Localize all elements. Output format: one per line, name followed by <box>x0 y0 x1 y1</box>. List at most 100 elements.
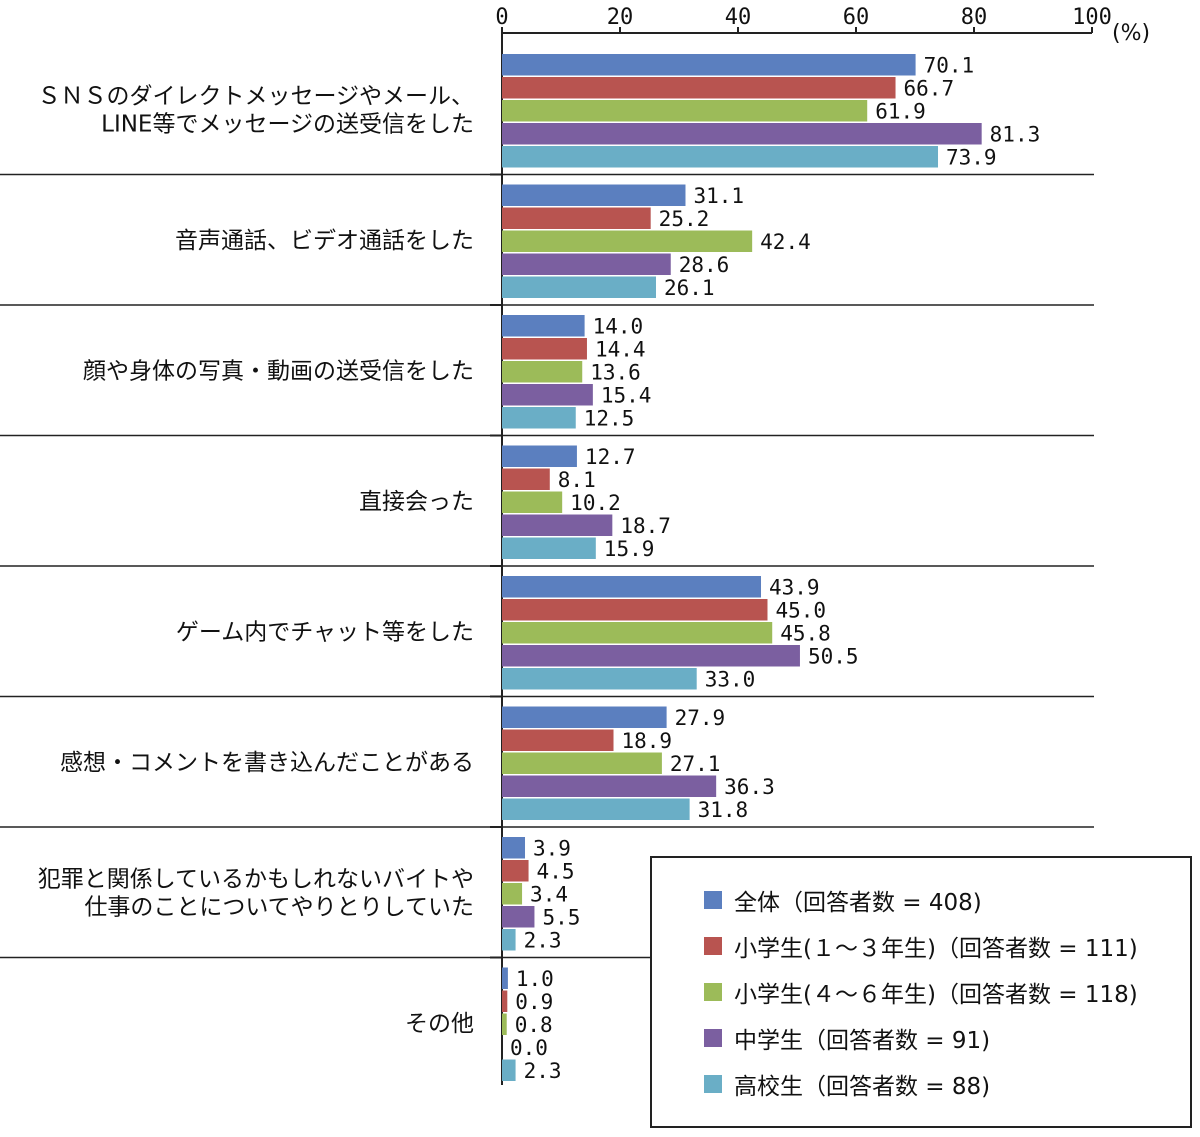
x-axis-ticks: 0 20 40 60 80 100 <box>495 5 1112 33</box>
bar <box>502 123 982 145</box>
data-label: 31.1 <box>693 184 744 208</box>
data-label: 0.9 <box>515 990 553 1014</box>
bar <box>502 990 508 1012</box>
bar <box>502 729 614 751</box>
bar <box>502 468 550 490</box>
bar <box>502 599 768 621</box>
bar <box>502 361 583 383</box>
category-label: 直接会った <box>359 489 474 515</box>
legend-label: 小学生(４～６年生)（回答者数 = 118) <box>734 982 1138 1008</box>
bar <box>502 491 563 513</box>
bar <box>502 668 697 690</box>
legend-label: 中学生（回答者数 = 91) <box>734 1028 991 1054</box>
legend: 全体（回答者数 = 408) 小学生(１～３年生)（回答者数 = 111) 小学生(… <box>650 856 1192 1128</box>
legend-item: 小学生(１～３年生)（回答者数 = 111) <box>704 931 1138 962</box>
data-label: 28.6 <box>679 253 730 277</box>
bar <box>502 883 523 905</box>
data-label: 73.9 <box>946 146 997 170</box>
bar <box>502 384 593 406</box>
data-label: 26.1 <box>664 276 715 300</box>
bar <box>502 315 585 337</box>
data-label: 43.9 <box>769 576 820 600</box>
data-label: 27.1 <box>670 752 721 776</box>
bar <box>502 775 717 797</box>
bar <box>502 798 690 820</box>
bar <box>502 929 516 951</box>
bar <box>502 338 587 360</box>
bar <box>502 706 667 728</box>
bar <box>502 860 529 882</box>
bar <box>502 645 800 667</box>
data-label: 42.4 <box>760 230 811 254</box>
bar <box>502 54 916 76</box>
unit-label: (%) <box>1112 21 1150 46</box>
data-label: 3.4 <box>530 883 568 907</box>
bar <box>502 276 656 298</box>
data-label: 15.9 <box>604 537 655 561</box>
legend-item: 小学生(４～６年生)（回答者数 = 118) <box>704 977 1138 1008</box>
x-tick-label: 40 <box>725 5 752 30</box>
data-label: 27.9 <box>675 706 726 730</box>
data-label: 0.0 <box>510 1036 548 1060</box>
x-tick-label: 0 <box>495 5 508 30</box>
bar <box>502 967 508 989</box>
category-label: その他 <box>405 1011 474 1037</box>
legend-item: 中学生（回答者数 = 91) <box>704 1023 991 1054</box>
bar <box>502 253 671 275</box>
data-label: 14.4 <box>595 338 646 362</box>
category-label: ＳＮＳのダイレクトメッセージやメール、 <box>37 84 474 110</box>
bar <box>502 407 576 429</box>
category-label: 感想・コメントを書き込んだことがある <box>60 750 474 776</box>
data-label: 18.7 <box>620 514 671 538</box>
legend-swatch <box>704 1029 722 1047</box>
bar <box>502 1059 516 1081</box>
bar <box>502 1013 507 1035</box>
bar <box>502 837 526 859</box>
legend-label: 全体（回答者数 = 408) <box>734 890 982 916</box>
bar <box>502 906 535 928</box>
bar <box>502 184 686 206</box>
category-label: 仕事のことについてやりとりしていた <box>84 895 474 921</box>
data-label: 13.6 <box>590 361 641 385</box>
x-tick-label: 60 <box>843 5 870 30</box>
data-label: 12.7 <box>585 445 636 469</box>
bar <box>502 752 662 774</box>
bar <box>502 146 939 168</box>
data-label: 36.3 <box>724 775 775 799</box>
legend-item: 全体（回答者数 = 408) <box>704 885 982 916</box>
bar-marks <box>502 54 982 1081</box>
category-labels: ＳＮＳのダイレクトメッセージやメール、LINE等でメッセージの送受信をした音声通… <box>37 84 474 1038</box>
data-label: 18.9 <box>622 729 673 753</box>
bar <box>502 445 577 467</box>
data-label: 0.8 <box>515 1013 553 1037</box>
bar <box>502 514 613 536</box>
legend-swatch <box>704 891 722 909</box>
data-label: 3.9 <box>533 837 571 861</box>
bar <box>502 622 773 644</box>
category-label: 犯罪と関係しているかもしれないバイトや <box>38 867 474 893</box>
data-label: 45.8 <box>780 622 831 646</box>
data-label: 5.5 <box>542 906 580 930</box>
data-label: 70.1 <box>924 54 975 78</box>
data-label: 2.3 <box>524 1059 562 1083</box>
x-tick-label: 100 <box>1072 5 1112 30</box>
value-labels: 70.166.761.9 81.373.9 31.125.2 42.4 28.626.1… <box>510 54 1040 1084</box>
x-tick-label: 20 <box>607 5 634 30</box>
data-label: 10.2 <box>570 491 621 515</box>
data-label: 31.8 <box>698 798 749 822</box>
data-label: 1.0 <box>516 967 554 991</box>
bar <box>502 537 596 559</box>
data-label: 81.3 <box>990 123 1041 147</box>
bar <box>502 207 651 229</box>
data-label: 66.7 <box>904 77 955 101</box>
data-label: 61.9 <box>875 100 926 124</box>
data-label: 15.4 <box>601 384 652 408</box>
bar <box>502 77 896 99</box>
data-label: 25.2 <box>659 207 710 231</box>
legend-swatch <box>704 1075 722 1093</box>
legend-item: 高校生（回答者数 = 88) <box>704 1069 990 1100</box>
data-label: 14.0 <box>593 315 644 339</box>
data-label: 4.5 <box>537 860 575 884</box>
category-label: LINE等でメッセージの送受信をした <box>101 112 474 138</box>
